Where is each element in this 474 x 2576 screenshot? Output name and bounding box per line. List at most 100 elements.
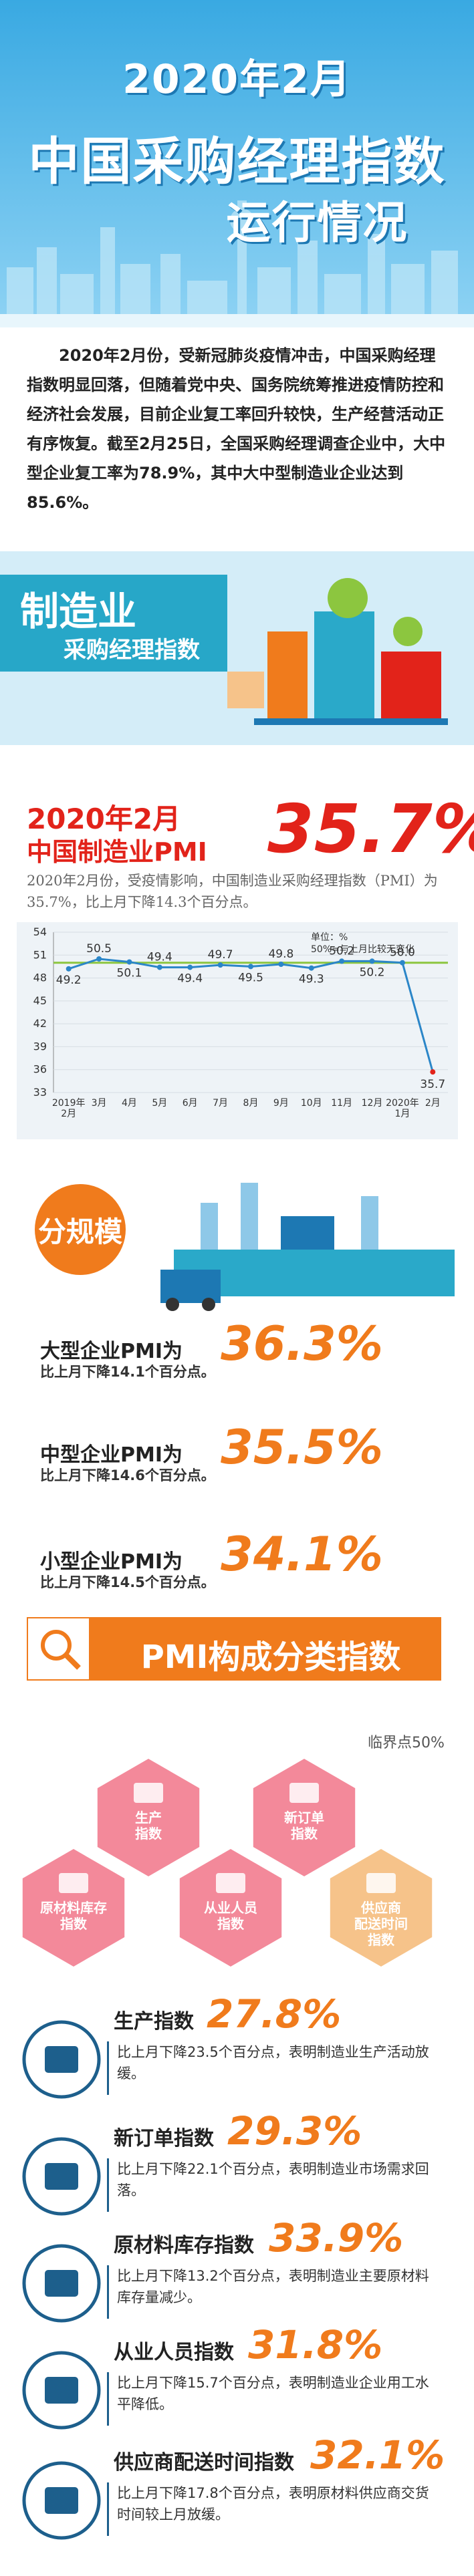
components-banner <box>27 1617 441 1681</box>
point <box>96 956 102 962</box>
y-tick-label: 48 <box>33 972 47 984</box>
chart-svg: 33 36 39 42 45 48 51 54 49.2 50.5 50.1 49.4 49.4 49.7… <box>33 925 448 1099</box>
x-tick-label: 6月 <box>182 1098 198 1109</box>
hexagon <box>179 1849 282 1967</box>
hexagon <box>253 1759 356 1876</box>
x-tick-label: 2020年 1月 <box>386 1098 419 1119</box>
hexagon <box>22 1849 125 1967</box>
hexagon-label: 从业人员 指数 <box>204 1900 257 1932</box>
hexagon-icon <box>366 1873 396 1893</box>
hexagon-icon <box>134 1783 163 1803</box>
item-note: 比上月下降23.5个百分点，表明制造业生产活动放缓。 <box>117 2044 429 2082</box>
item-note: 比上月下降15.7个百分点，表明制造业企业用工水平降低。 <box>117 2375 429 2412</box>
point <box>399 960 405 966</box>
scale-value: 34.1% <box>221 1527 383 1582</box>
value-label: 49.2 <box>56 974 82 987</box>
pmi-description: 2020年2月份，受疫情影响，中国制造业采购经理指数（PMI）为35.7%，比上… <box>27 873 438 910</box>
hexagon <box>97 1759 200 1876</box>
y-tick-label: 45 <box>33 994 47 1007</box>
value-label: 50.2 <box>329 944 354 958</box>
scale-note: 比上月下降14.5个百分点。 <box>40 1574 215 1590</box>
icon-shape <box>45 2377 78 2404</box>
unit-note: 单位：% <box>311 932 348 943</box>
scale-label: 中型企业PMI为 <box>40 1443 183 1467</box>
scale-value: 35.5% <box>221 1420 383 1475</box>
search-icon <box>27 1617 92 1681</box>
item-icon <box>22 2020 101 2099</box>
icon-shape <box>45 2163 78 2190</box>
x-tick-label: 11月 <box>331 1098 353 1109</box>
item-value: 27.8% <box>207 1991 342 2037</box>
scale-title: 分规模 <box>37 1215 122 1248</box>
point <box>187 964 193 970</box>
header: 2020年2月 中国采购经理指数 运行情况 <box>0 0 474 327</box>
point <box>308 965 314 971</box>
x-tick-label: 9月 <box>273 1098 289 1109</box>
x-tick-label: 12月 <box>361 1098 383 1109</box>
x-tick-label: 4月 <box>121 1098 137 1109</box>
value-label: 35.7 <box>420 1078 445 1091</box>
value-label: 49.5 <box>238 971 263 984</box>
item-label: 原材料库存指数 <box>114 2234 254 2257</box>
scale-label: 大型企业PMI为 <box>40 1340 183 1363</box>
item-note: 比上月下降13.2个百分点，表明制造业主要原材料库存量减少。 <box>117 2268 429 2305</box>
scale-label: 小型企业PMI为 <box>40 1550 183 1574</box>
hexagon-label: 原材料库存 指数 <box>40 1900 107 1932</box>
point <box>126 959 132 965</box>
item-divider <box>107 2372 109 2426</box>
pmi-date: 2020年2月 <box>27 803 181 835</box>
banner-block <box>0 575 227 672</box>
hexagon-icon <box>289 1783 319 1803</box>
intro: 2020年2月份，受新冠肺炎疫情冲击，中国采购经理指数明显回落，但随着党中央、国… <box>27 346 446 512</box>
item-divider <box>107 2158 109 2212</box>
x-tick-label: 10月 <box>300 1098 322 1109</box>
chart: 33 36 39 42 45 48 51 54 49.2 50.5 50.1 49.4 49.4 49.7… <box>17 922 458 1139</box>
value-label: 50.5 <box>86 942 112 956</box>
point <box>156 964 162 970</box>
item-icon <box>22 2461 101 2540</box>
item-label: 从业人员指数 <box>114 2341 234 2364</box>
item-icon <box>22 2351 101 2430</box>
item-icon <box>22 2137 101 2216</box>
x-tick-label: 5月 <box>152 1098 168 1109</box>
item-value: 31.8% <box>248 2322 383 2368</box>
scale-note: 比上月下降14.1个百分点。 <box>40 1364 215 1380</box>
scale-illustration <box>35 1183 455 1311</box>
item-label: 新订单指数 <box>114 2127 214 2150</box>
point <box>430 1069 436 1075</box>
item-value: 29.3% <box>227 2108 362 2154</box>
banner-title: 制造业 <box>20 589 137 634</box>
hexagon-label: 供应商 配送时间 指数 <box>354 1900 408 1948</box>
title-line: 2020年2月 <box>122 56 352 103</box>
factory-illustration <box>227 578 448 725</box>
skyline <box>0 200 474 327</box>
value-label: 50.2 <box>360 966 385 979</box>
item-note: 比上月下降22.1个百分点，表明制造业市场需求回落。 <box>117 2161 429 2198</box>
hexagon-icon <box>216 1873 245 1893</box>
x-tick-label: 7月 <box>213 1098 229 1109</box>
hexagon-label: 生产 指数 <box>135 1810 162 1842</box>
pmi-value: 35.7% <box>267 790 474 868</box>
hexagon <box>330 1849 433 1967</box>
item-icon <box>22 2244 101 2323</box>
title-line: 运行情况 <box>226 197 408 249</box>
x-tick-label: 3月 <box>91 1098 107 1109</box>
banner-subtitle: 采购经理指数 <box>64 637 200 664</box>
item-divider <box>107 2482 109 2536</box>
y-tick-label: 39 <box>33 1040 47 1052</box>
point <box>217 962 223 968</box>
value-label: 49.3 <box>299 973 324 986</box>
title-line: 中国采购经理指数 <box>28 132 446 191</box>
value-label: 50.0 <box>390 946 415 960</box>
item-value: 33.9% <box>269 2215 404 2261</box>
value-label: 50.1 <box>117 967 142 980</box>
item-divider <box>107 2041 109 2095</box>
y-tick-label: 54 <box>33 925 47 938</box>
point <box>248 964 253 970</box>
x-tick-label: 8月 <box>243 1098 259 1109</box>
icon-shape <box>45 2487 78 2514</box>
hexagons <box>22 1759 433 1967</box>
point <box>369 958 375 964</box>
pmi-label: 中国制造业PMI <box>27 837 207 867</box>
